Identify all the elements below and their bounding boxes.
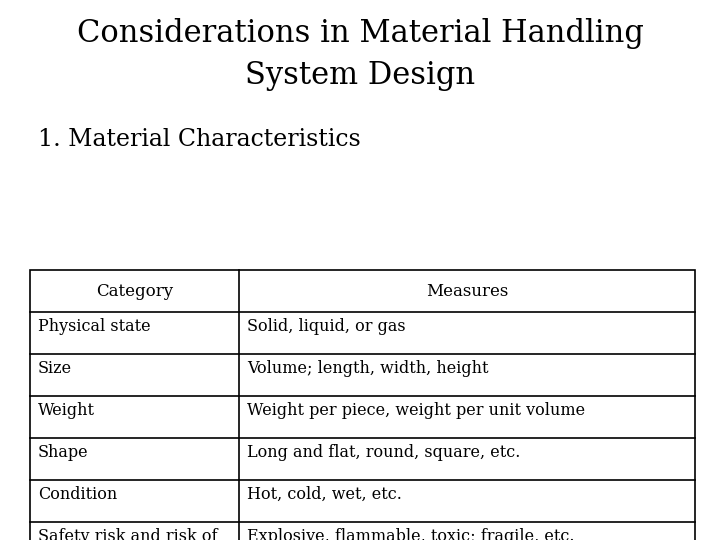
Bar [30,270,695,540]
Text: Shape: Shape [38,444,89,461]
Text: Weight: Weight [38,402,95,419]
Text: Condition: Condition [38,486,117,503]
Text: Considerations in Material Handling: Considerations in Material Handling [76,18,644,49]
Text: Volume; length, width, height: Volume; length, width, height [248,360,489,377]
Text: Physical state: Physical state [38,318,150,335]
Text: Hot, cold, wet, etc.: Hot, cold, wet, etc. [248,486,402,503]
Text: Solid, liquid, or gas: Solid, liquid, or gas [248,318,406,335]
Text: Measures: Measures [426,282,508,300]
Text: Explosive, flammable, toxic; fragile, etc.: Explosive, flammable, toxic; fragile, et… [248,528,575,540]
Text: Size: Size [38,360,72,377]
Text: Long and flat, round, square, etc.: Long and flat, round, square, etc. [248,444,521,461]
Text: Safety risk and risk of
damage: Safety risk and risk of damage [38,528,217,540]
Text: System Design: System Design [245,60,475,91]
Text: 1. Material Characteristics: 1. Material Characteristics [38,128,361,151]
Text: Weight per piece, weight per unit volume: Weight per piece, weight per unit volume [248,402,585,419]
Text: Category: Category [96,282,174,300]
